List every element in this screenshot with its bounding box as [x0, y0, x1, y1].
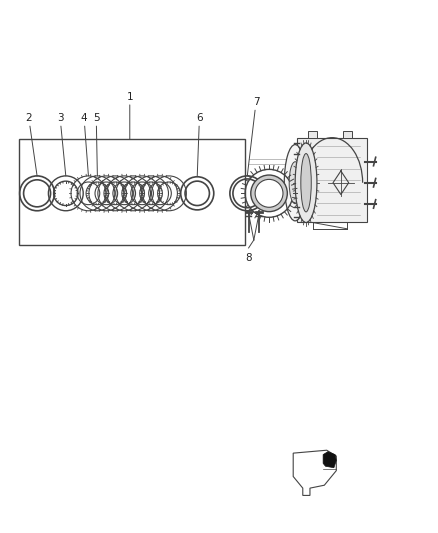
Text: 6: 6	[196, 114, 203, 176]
Ellipse shape	[255, 180, 283, 207]
Bar	[308, 131, 317, 138]
Ellipse shape	[295, 143, 317, 222]
Text: 5: 5	[93, 114, 99, 176]
Text: 3: 3	[57, 114, 66, 176]
Text: 7: 7	[247, 98, 259, 176]
Ellipse shape	[289, 161, 301, 204]
Text: 1: 1	[127, 92, 133, 139]
Ellipse shape	[301, 154, 311, 212]
Ellipse shape	[284, 144, 306, 221]
Bar	[297, 138, 367, 222]
Text: 2: 2	[25, 114, 37, 176]
Text: 8: 8	[245, 253, 252, 263]
Ellipse shape	[251, 175, 287, 212]
Bar	[343, 131, 352, 138]
Polygon shape	[323, 451, 336, 468]
Text: 4: 4	[81, 114, 88, 176]
Polygon shape	[293, 450, 336, 495]
Bar	[19, 139, 245, 245]
